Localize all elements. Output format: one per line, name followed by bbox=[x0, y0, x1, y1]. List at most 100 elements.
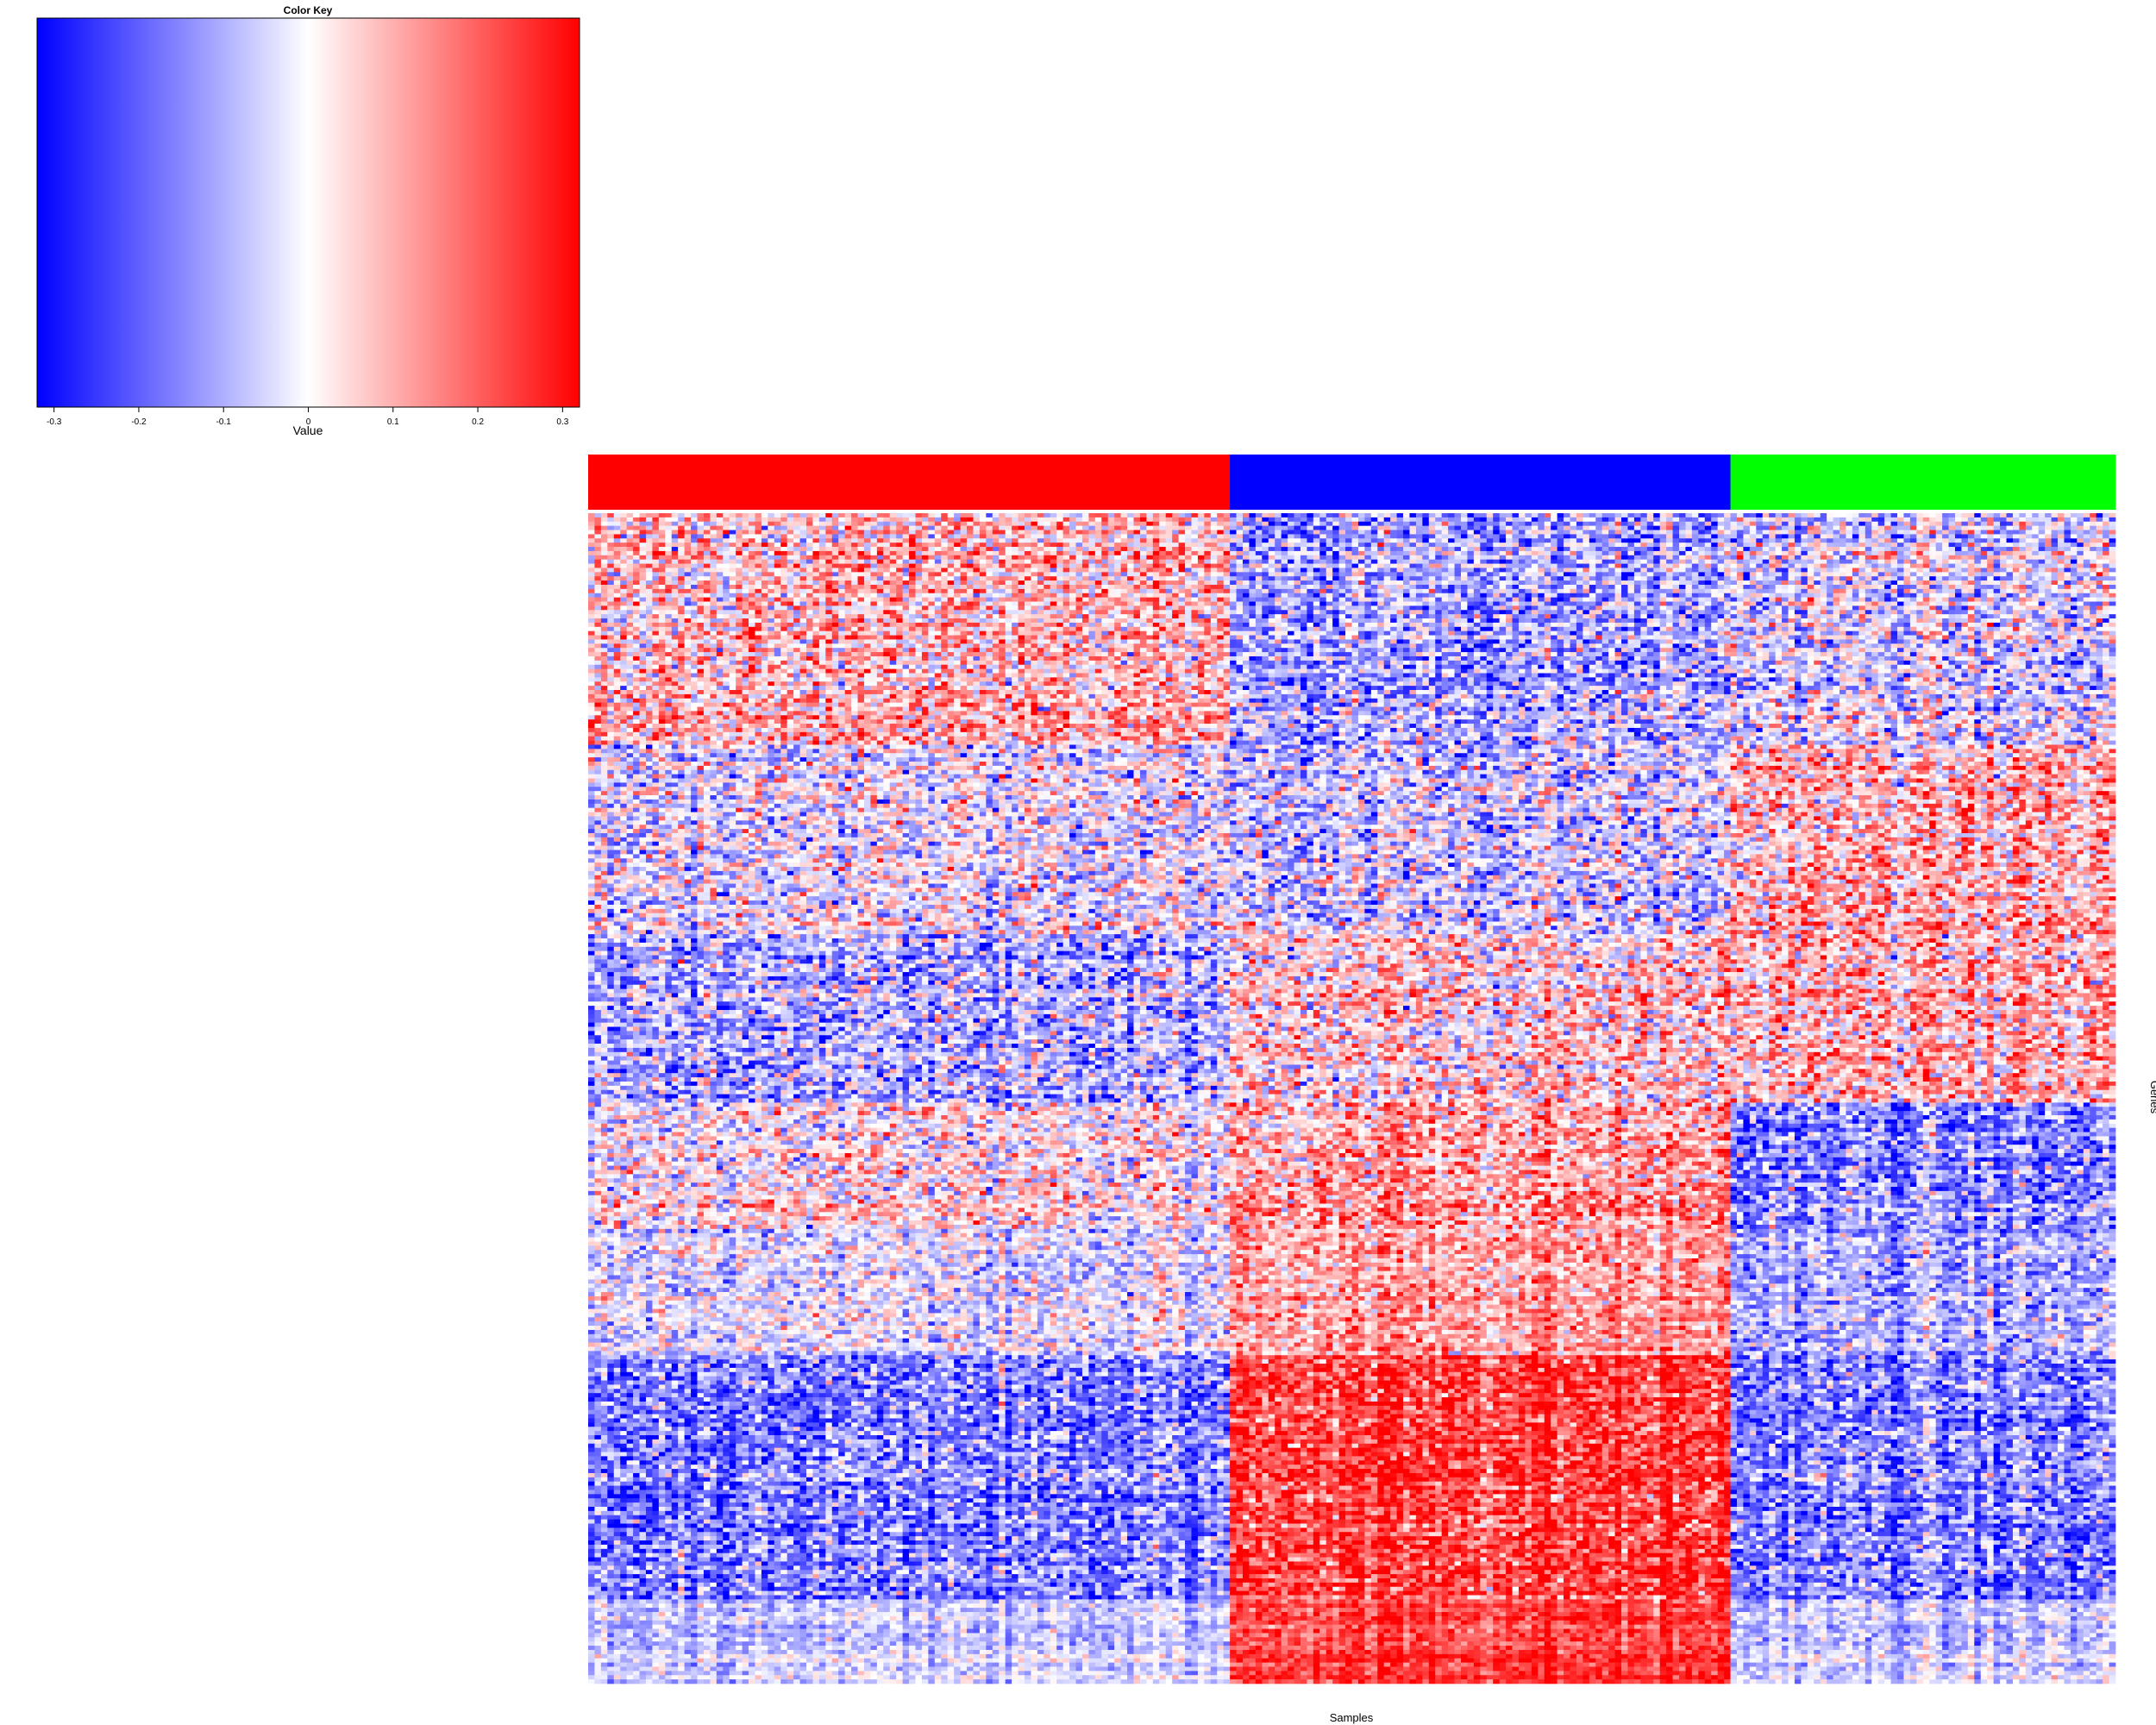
heatmap-cell bbox=[1653, 513, 1660, 518]
heatmap-cell bbox=[1583, 513, 1589, 518]
heatmap-cell bbox=[1557, 522, 1564, 526]
heatmap-cell bbox=[1088, 513, 1095, 518]
heatmap-cell bbox=[1371, 522, 1378, 526]
heatmap-cell bbox=[1063, 522, 1070, 526]
heatmap-cell bbox=[614, 513, 621, 518]
heatmap-cell bbox=[1724, 518, 1731, 522]
heatmap-cell bbox=[1217, 518, 1224, 522]
heatmap-cell bbox=[1929, 518, 1936, 522]
heatmap-cell bbox=[2071, 518, 2078, 522]
heatmap-cell bbox=[1827, 513, 1833, 518]
heatmap-cell bbox=[1789, 513, 1796, 518]
heatmap-cell bbox=[1069, 513, 1076, 518]
heatmap-cell bbox=[1256, 522, 1263, 526]
heatmap-cell bbox=[646, 522, 653, 526]
heatmap-cell bbox=[1377, 522, 1384, 526]
heatmap-cell bbox=[1345, 513, 1352, 518]
heatmap-cell bbox=[1345, 518, 1352, 522]
heatmap-cell bbox=[1602, 522, 1609, 526]
heatmap-cell bbox=[736, 513, 743, 518]
heatmap-cell bbox=[1088, 518, 1095, 522]
heatmap-cell bbox=[935, 513, 942, 518]
heatmap-cell bbox=[1069, 522, 1076, 526]
heatmap-cell bbox=[1480, 513, 1487, 518]
color-key-xlabel: Value bbox=[293, 423, 323, 437]
heatmap-cell bbox=[1397, 522, 1404, 526]
heatmap-cell bbox=[832, 513, 839, 518]
heatmap-cell bbox=[1929, 513, 1936, 518]
heatmap-cell bbox=[1237, 522, 1244, 526]
heatmap-cell bbox=[1532, 518, 1539, 522]
heatmap-cell bbox=[1448, 522, 1455, 526]
heatmap-cell bbox=[774, 513, 781, 518]
heatmap-cell bbox=[1224, 522, 1231, 526]
heatmap-cell bbox=[1994, 513, 2001, 518]
heatmap-cell bbox=[1237, 518, 1244, 522]
heatmap-cell bbox=[1981, 518, 1988, 522]
heatmap-cell bbox=[1390, 518, 1397, 522]
heatmap-cell bbox=[665, 522, 672, 526]
heatmap-cell bbox=[851, 513, 858, 518]
heatmap-cell bbox=[761, 518, 768, 522]
heatmap-cell bbox=[1204, 522, 1211, 526]
heatmap-cell bbox=[1493, 513, 1500, 518]
heatmap-cell bbox=[1262, 513, 1269, 518]
heatmap-cell bbox=[2103, 513, 2109, 518]
heatmap-cell bbox=[1532, 513, 1539, 518]
heatmap-cell bbox=[1249, 518, 1256, 522]
heatmap-cell bbox=[1557, 513, 1564, 518]
heatmap-cell bbox=[1326, 518, 1333, 522]
heatmap-cell bbox=[877, 513, 884, 518]
heatmap-cell bbox=[1789, 518, 1796, 522]
heatmap-cell bbox=[1352, 522, 1359, 526]
heatmap-cell bbox=[1288, 522, 1294, 526]
heatmap-cell bbox=[1319, 522, 1326, 526]
heatmap-cell bbox=[1814, 518, 1821, 522]
heatmap-cell bbox=[1082, 518, 1089, 522]
heatmap-cell bbox=[1679, 513, 1686, 518]
heatmap-cell bbox=[1692, 518, 1699, 522]
heatmap-cell bbox=[1679, 518, 1686, 522]
heatmap-cell bbox=[825, 522, 832, 526]
heatmap-cell bbox=[1275, 518, 1282, 522]
heatmap-cell bbox=[1352, 518, 1359, 522]
heatmap-cell bbox=[1634, 513, 1641, 518]
heatmap-cell bbox=[710, 518, 717, 522]
heatmap-cell bbox=[825, 518, 832, 522]
heatmap-cell bbox=[1878, 513, 1885, 518]
heatmap-cell bbox=[1262, 522, 1269, 526]
heatmap-cell bbox=[1871, 518, 1878, 522]
heatmap-cell bbox=[588, 522, 595, 526]
heatmap-cell bbox=[1506, 518, 1513, 522]
heatmap-cell bbox=[768, 518, 774, 522]
heatmap-cell bbox=[1326, 522, 1333, 526]
heatmap-cell bbox=[1050, 522, 1057, 526]
heatmap-cell bbox=[2103, 518, 2109, 522]
heatmap-cell bbox=[1031, 518, 1037, 522]
heatmap-cell bbox=[935, 522, 942, 526]
heatmap-cell bbox=[1140, 522, 1147, 526]
heatmap-cell bbox=[890, 522, 897, 526]
heatmap-cell bbox=[1243, 513, 1250, 518]
heatmap-cell bbox=[1615, 518, 1622, 522]
heatmap-cell bbox=[1230, 518, 1237, 522]
heatmap-cell bbox=[1455, 518, 1462, 522]
heatmap-cell bbox=[1839, 513, 1846, 518]
heatmap-cell bbox=[851, 518, 858, 522]
heatmap-cell bbox=[1121, 522, 1128, 526]
heatmap-cell bbox=[2052, 518, 2059, 522]
heatmap-cell bbox=[1808, 518, 1814, 522]
heatmap-cell bbox=[1923, 518, 1930, 522]
color-key-tick-label: 0.1 bbox=[387, 417, 399, 427]
heatmap-cell bbox=[1865, 518, 1872, 522]
heatmap-cell bbox=[672, 513, 679, 518]
heatmap-cell bbox=[2039, 518, 2046, 522]
heatmap-cell bbox=[903, 518, 910, 522]
heatmap-cell bbox=[2039, 513, 2046, 518]
heatmap-cell bbox=[1519, 513, 1526, 518]
heatmap-cell bbox=[1942, 518, 1949, 522]
heatmap-cell bbox=[1692, 513, 1699, 518]
heatmap-cell bbox=[717, 518, 724, 522]
heatmap-cell bbox=[1224, 513, 1231, 518]
heatmap-cell bbox=[1513, 522, 1520, 526]
